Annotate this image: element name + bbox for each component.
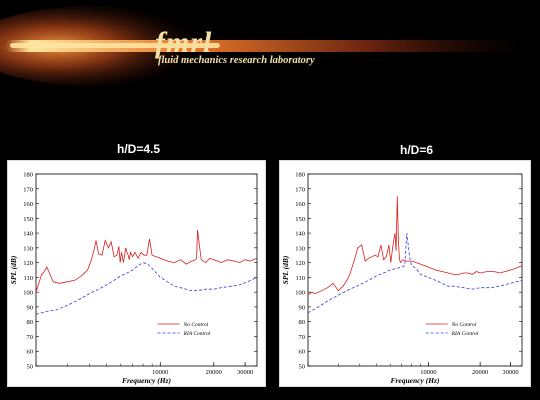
y-tick-label: 60 <box>299 349 306 356</box>
series-line-ria-control <box>35 262 258 315</box>
y-tick-label: 160 <box>295 201 305 208</box>
y-tick-label: 120 <box>295 260 305 267</box>
logo-subtitle: fluid mechanics research laboratory <box>158 55 315 66</box>
x-tick-label: 10000 <box>420 369 436 376</box>
y-tick-label: 110 <box>295 275 305 282</box>
series-line-ria-control <box>307 233 523 314</box>
legend-label: RIA Control <box>183 331 211 337</box>
x-tick-label: 20000 <box>206 369 222 376</box>
plot-frame <box>35 173 258 367</box>
y-tick-label: 70 <box>299 334 306 341</box>
y-axis-label: SPL (dB) <box>9 255 18 284</box>
x-tick-label: 30000 <box>502 369 518 376</box>
y-tick-label: 60 <box>27 349 34 356</box>
y-tick-label: 180 <box>295 172 305 179</box>
y-tick-label: 50 <box>27 364 34 371</box>
y-tick-label: 120 <box>23 260 33 267</box>
legend-label: No Control <box>183 322 209 328</box>
legend-label: RIA Control <box>451 331 479 337</box>
chart-panel-left: 50 60 70 80 90 100 110 120 130 140 150 160 170 180 100… <box>7 160 266 387</box>
y-tick-label: 100 <box>295 290 305 297</box>
y-tick-label: 80 <box>27 319 34 326</box>
y-tick-label: 130 <box>295 245 305 252</box>
logo-wordmark: fmrl <box>155 26 213 59</box>
legend-label: No Control <box>451 322 477 328</box>
y-tick-label: 90 <box>299 304 306 311</box>
y-tick-label: 140 <box>295 231 305 238</box>
panel-title-left: h/D=4.5 <box>117 142 161 156</box>
x-tick-label: 30000 <box>237 369 253 376</box>
x-axis-label: Frequency (Hz) <box>391 376 440 385</box>
y-tick-label: 130 <box>23 245 33 252</box>
y-tick-label: 150 <box>23 216 33 223</box>
spl-chart-left: 50 60 70 80 90 100 110 120 130 140 150 160 170 180 100… <box>9 172 258 385</box>
y-axis-label: SPL (dB) <box>281 255 290 284</box>
series-line-no-control <box>35 230 258 293</box>
plot-frame <box>307 173 523 367</box>
x-axis-label: Frequency (Hz) <box>122 376 171 385</box>
y-tick-label: 180 <box>23 172 33 179</box>
y-tick-label: 90 <box>27 304 34 311</box>
y-tick-label: 160 <box>23 201 33 208</box>
banner-glow <box>0 6 525 86</box>
y-tick-label: 110 <box>23 275 33 282</box>
panel-title-right: h/D=6 <box>400 143 434 157</box>
y-tick-label: 150 <box>295 216 305 223</box>
spl-chart-right: 50 60 70 80 90 100 110 120 130 140 150 160 170 180 100… <box>281 172 523 385</box>
y-tick-label: 100 <box>23 290 33 297</box>
y-tick-label: 140 <box>23 231 33 238</box>
y-tick-label: 80 <box>299 319 306 326</box>
chart-panel-right: 50 60 70 80 90 100 110 120 130 140 150 160 170 180 100… <box>279 160 531 387</box>
y-tick-label: 50 <box>299 364 306 371</box>
series-line-no-control <box>307 196 523 296</box>
x-tick-label: 20000 <box>472 369 488 376</box>
y-tick-label: 170 <box>295 186 305 193</box>
y-tick-label: 170 <box>23 186 33 193</box>
x-tick-label: 10000 <box>152 369 168 376</box>
y-tick-label: 70 <box>27 334 34 341</box>
